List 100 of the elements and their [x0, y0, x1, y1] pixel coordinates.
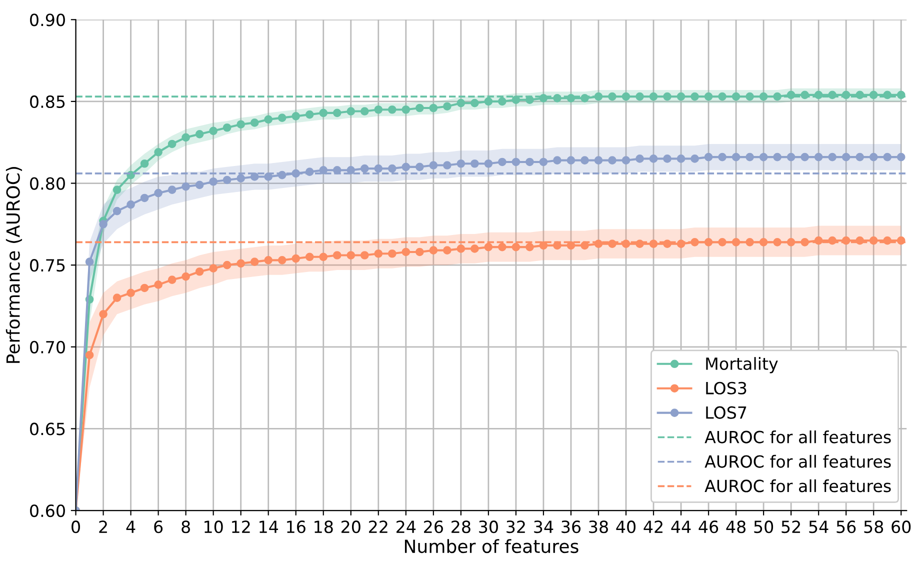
- x-tick-label: 48: [726, 520, 746, 534]
- point: [278, 256, 286, 264]
- point: [236, 120, 246, 129]
- point: [209, 126, 218, 136]
- point: [195, 267, 204, 276]
- point: [195, 130, 204, 138]
- point: [526, 242, 534, 252]
- x-tick-label: 0: [72, 520, 80, 534]
- point: [512, 96, 520, 104]
- point: [456, 98, 466, 108]
- point: [346, 107, 356, 116]
- point: [154, 280, 162, 289]
- point: [99, 310, 108, 318]
- point: [222, 123, 232, 132]
- point: [278, 114, 286, 122]
- x-tick-label: 26: [424, 520, 443, 534]
- y-tick-label: 0.60: [30, 504, 65, 518]
- x-tick-label: 28: [452, 520, 470, 534]
- point: [140, 159, 149, 168]
- point: [112, 186, 122, 194]
- point: [292, 112, 300, 120]
- point: [140, 284, 149, 292]
- y-tick-label: 0.65: [30, 422, 65, 436]
- point: [332, 251, 342, 260]
- x-tick-label: 22: [369, 520, 388, 533]
- point: [292, 254, 300, 263]
- point: [443, 246, 452, 255]
- point: [484, 242, 493, 252]
- x-tick-label: 4: [126, 520, 136, 533]
- x-tick-label: 46: [698, 520, 718, 534]
- legend-label: LOS7: [706, 406, 746, 419]
- x-tick-label: 36: [562, 520, 581, 534]
- x-tick-label: 44: [671, 520, 691, 533]
- point: [250, 258, 259, 266]
- legend-label: AUROC for all features: [704, 430, 891, 444]
- x-tick-label: 56: [836, 520, 856, 534]
- point: [112, 294, 122, 302]
- x-tick-label: 6: [154, 520, 163, 534]
- y-tick-label: 0.80: [30, 177, 65, 190]
- point: [126, 288, 135, 298]
- point: [360, 251, 369, 260]
- point: [168, 276, 176, 284]
- x-tick-label: 24: [396, 520, 416, 533]
- point: [470, 244, 479, 253]
- point: [182, 133, 190, 142]
- point: [429, 246, 438, 255]
- point: [539, 241, 548, 250]
- x-tick-label: 18: [314, 520, 333, 534]
- x-axis-title: Number of features: [404, 539, 578, 554]
- y-tick-label: 0.75: [30, 259, 65, 272]
- x-tick-label: 52: [782, 520, 800, 534]
- x-tick-label: 16: [287, 520, 306, 534]
- x-tick-label: 42: [644, 520, 662, 533]
- point: [264, 256, 273, 264]
- point: [305, 252, 314, 262]
- point: [305, 110, 314, 119]
- x-tick-label: 10: [204, 520, 223, 534]
- point: [388, 249, 396, 258]
- x-tick-label: 20: [342, 520, 360, 534]
- x-tick-label: 8: [182, 520, 190, 534]
- x-tick-label: 2: [99, 520, 107, 533]
- legend-label: Mortality: [706, 357, 778, 374]
- point: [182, 272, 190, 281]
- x-tick-label: 50: [754, 520, 774, 534]
- point: [332, 108, 342, 118]
- point: [85, 350, 94, 360]
- x-tick-label: 38: [589, 520, 608, 534]
- x-tick-label: 54: [809, 520, 828, 534]
- point: [566, 241, 576, 250]
- y-tick-label: 0.70: [30, 340, 65, 354]
- point: [154, 148, 162, 156]
- point: [374, 105, 383, 114]
- legend-label: AUROC for all features: [704, 479, 891, 492]
- point: [484, 97, 493, 106]
- point: [250, 118, 259, 127]
- y-tick-label: 0.85: [30, 95, 65, 108]
- y-axis-title: Performance (AUROC): [6, 167, 22, 363]
- point: [416, 248, 424, 256]
- point: [402, 248, 410, 256]
- point: [402, 105, 410, 114]
- point: [236, 259, 246, 268]
- point: [443, 102, 452, 111]
- point: [319, 108, 328, 118]
- point: [416, 104, 424, 112]
- point: [209, 264, 218, 273]
- point: [374, 249, 383, 258]
- legend-label: AUROC for all features: [704, 454, 891, 468]
- y-tick-label: 0.90: [30, 14, 65, 26]
- point: [319, 252, 328, 262]
- point: [498, 97, 506, 106]
- point: [498, 242, 506, 252]
- point: [360, 107, 369, 116]
- point: [470, 98, 479, 108]
- point: [456, 244, 466, 253]
- x-tick-label: 14: [260, 520, 278, 533]
- point: [512, 242, 520, 252]
- point: [264, 115, 273, 124]
- point: [429, 104, 438, 112]
- point: [346, 251, 356, 260]
- point: [222, 260, 232, 270]
